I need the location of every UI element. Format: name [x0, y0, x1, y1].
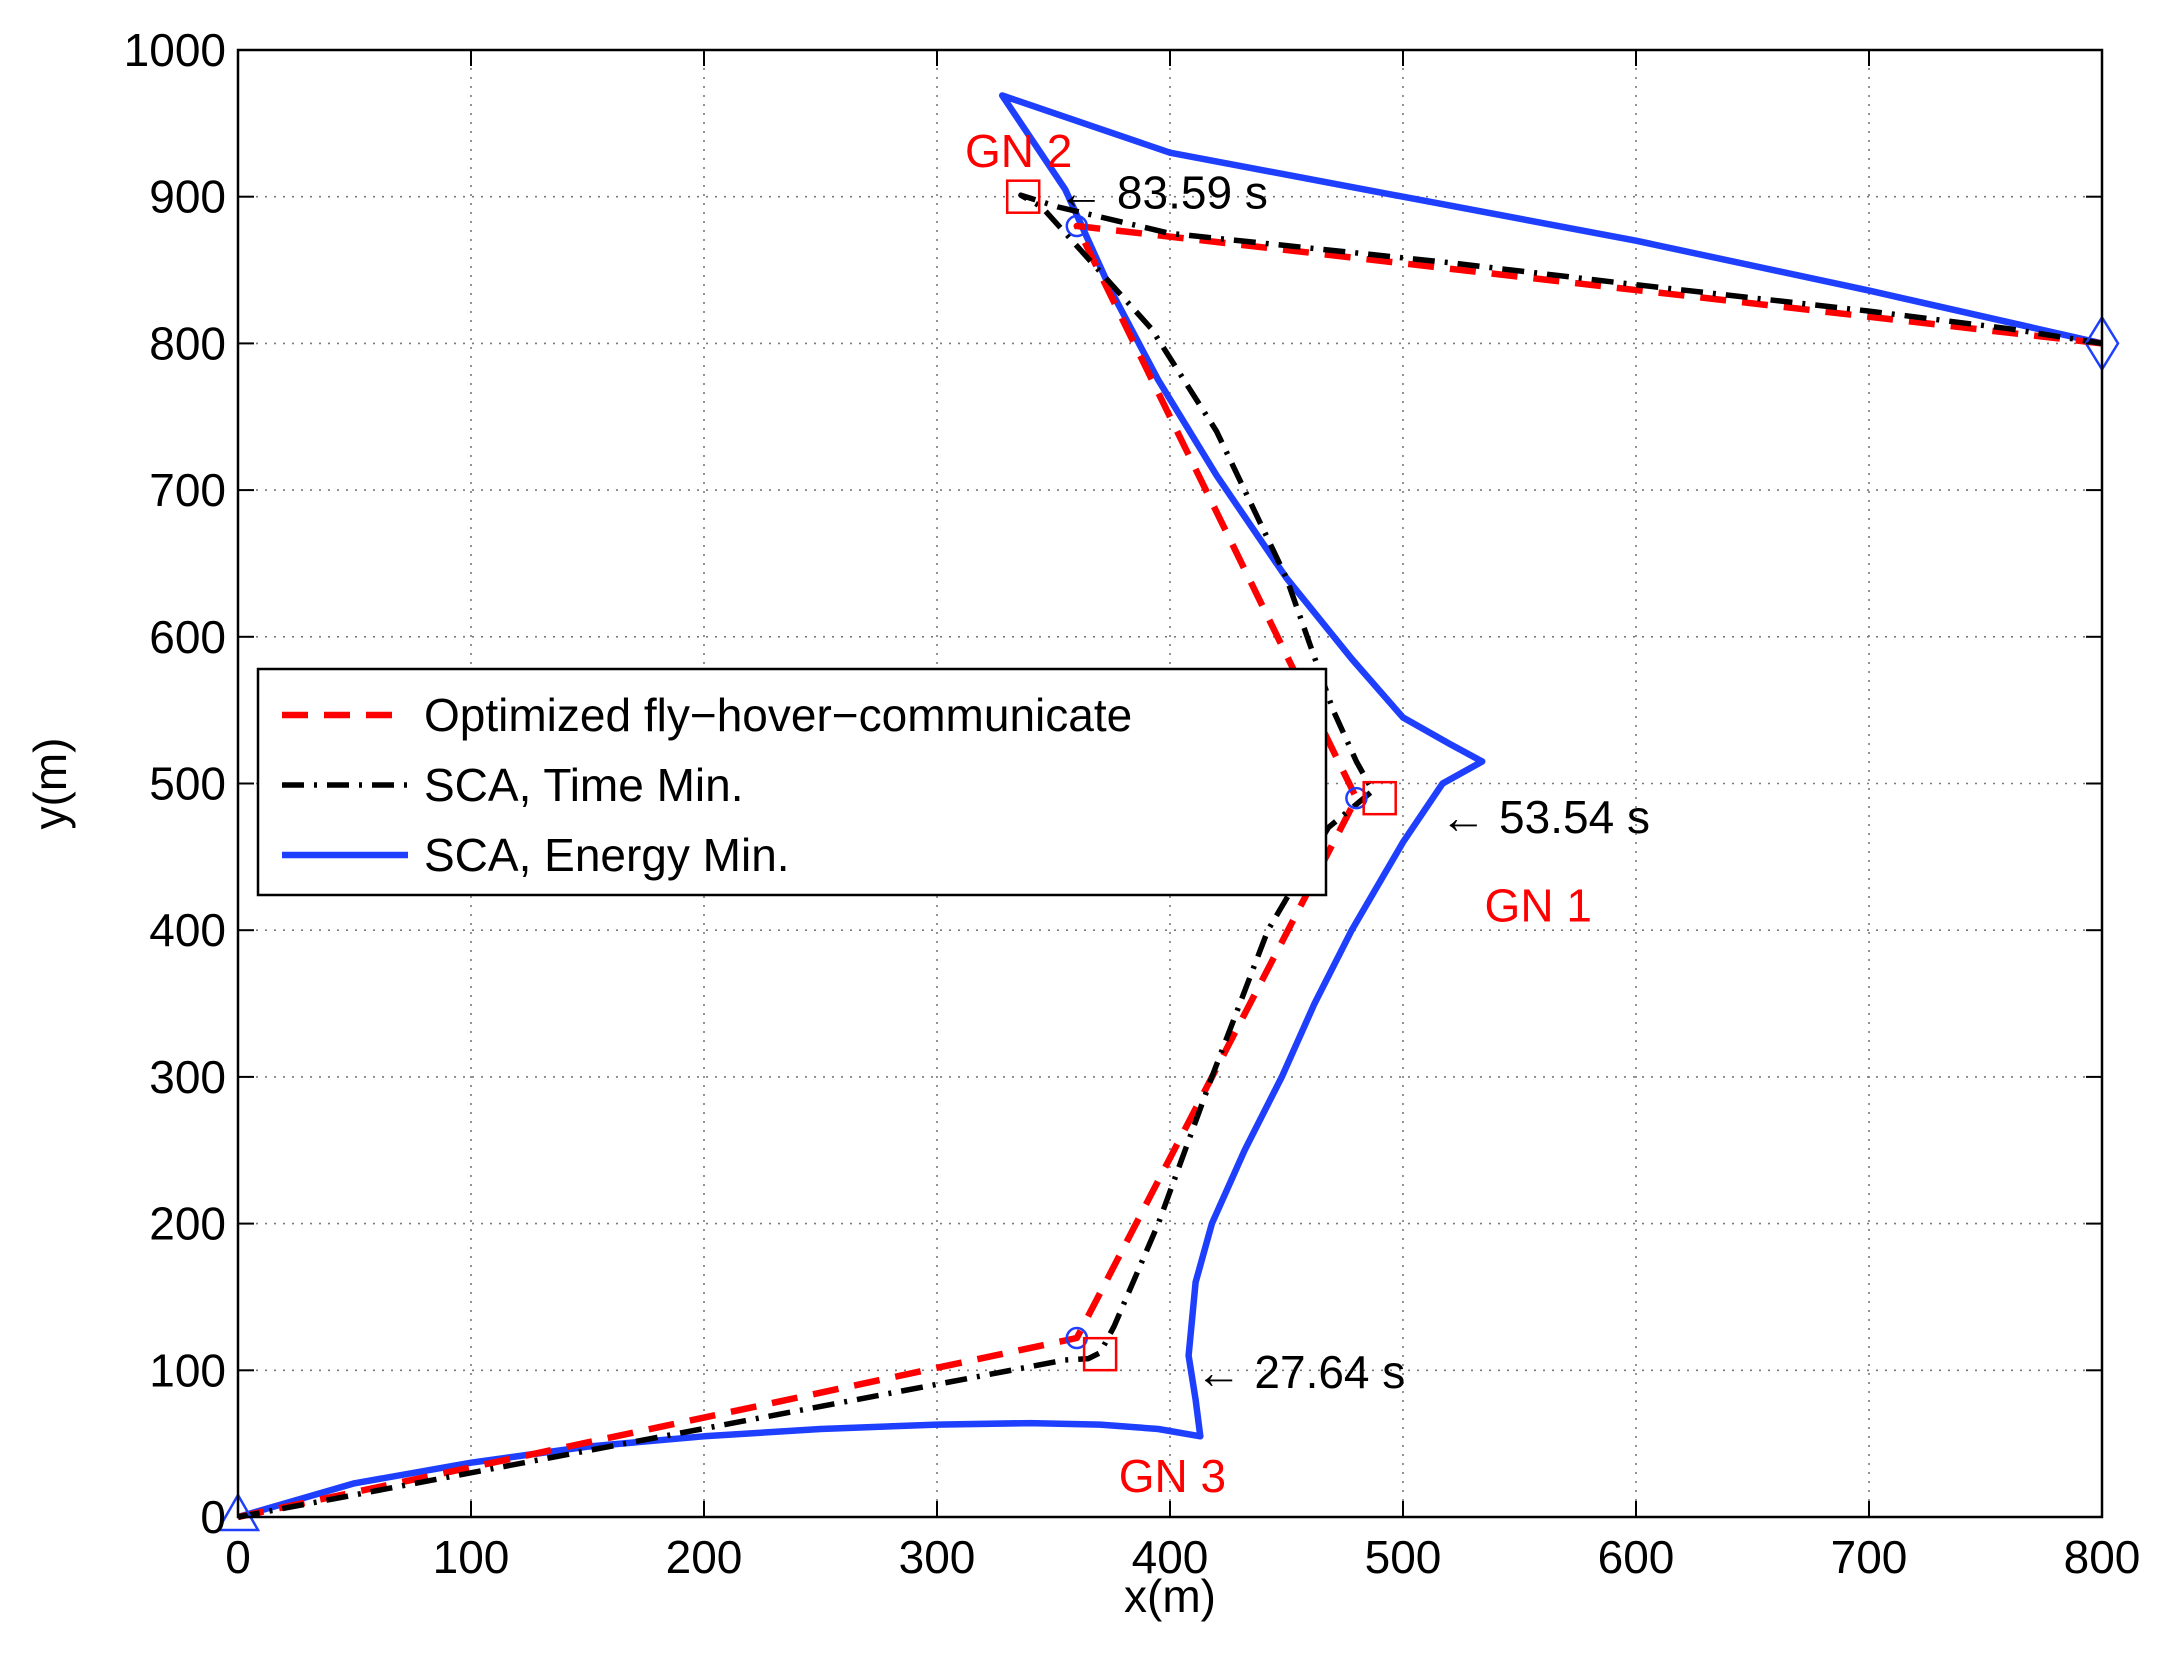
x-tick-label: 500 — [1365, 1531, 1442, 1583]
x-axis-label: x(m) — [1124, 1570, 1216, 1622]
x-tick-label: 600 — [1598, 1531, 1675, 1583]
y-tick-label: 200 — [149, 1198, 226, 1250]
ground-node-label: GN 3 — [1119, 1450, 1226, 1502]
x-tick-label: 700 — [1831, 1531, 1908, 1583]
time-annotation: ← 27.64 s — [1196, 1346, 1406, 1398]
x-tick-label: 400 — [1132, 1531, 1209, 1583]
hover-point-marker — [1345, 786, 1368, 810]
legend-label: SCA, Time Min. — [424, 759, 744, 811]
grid-layer — [238, 50, 2102, 1517]
hover-point-marker — [1065, 214, 1089, 238]
series-line-1 — [237, 192, 2103, 1520]
time-annotation: ← 53.54 s — [1440, 791, 1650, 843]
ground-node-marker — [1005, 179, 1041, 214]
ground-node-marker — [1082, 1336, 1118, 1372]
series-line-2 — [237, 92, 2103, 1521]
ground-node-label: GN 1 — [1485, 879, 1592, 931]
series-layer — [237, 92, 2103, 1521]
y-tick-label: 500 — [149, 758, 226, 810]
y-tick-label: 700 — [149, 464, 226, 516]
x-tick-label: 100 — [433, 1531, 510, 1583]
ground-node-label: GN 2 — [965, 125, 1072, 177]
legend-label: SCA, Energy Min. — [424, 829, 790, 881]
legend-box — [256, 667, 1328, 897]
time-annotation: ← 83.59 s — [1058, 166, 1268, 218]
y-tick-label: 300 — [149, 1051, 226, 1103]
y-tick-label: 100 — [149, 1344, 226, 1396]
y-tick-label: 1000 — [124, 24, 226, 76]
series-line-0 — [237, 222, 2103, 1521]
y-tick-label: 400 — [149, 904, 226, 956]
y-tick-label: 900 — [149, 171, 226, 223]
x-tick-label: 200 — [666, 1531, 743, 1583]
start-triangle-marker — [215, 1492, 261, 1532]
y-tick-label: 0 — [200, 1491, 226, 1543]
y-tick-label: 800 — [149, 317, 226, 369]
legend: Optimized fly−hover−communicate SCA, Time… — [256, 667, 1328, 897]
legend-label: Optimized fly−hover−communicate — [424, 689, 1132, 741]
y-axis-label: y(m) — [24, 738, 76, 830]
marker-layer — [215, 179, 2120, 1532]
x-tick-label: 300 — [899, 1531, 976, 1583]
y-tick-label: 600 — [149, 611, 226, 663]
tick-layer: 0 100 200 300 400 500 600 700 800 0 100 200 300 400 50… — [124, 24, 2141, 1583]
x-tick-label: 0 — [225, 1531, 251, 1583]
ground-node-marker — [1362, 780, 1397, 816]
x-tick-label: 800 — [2064, 1531, 2141, 1583]
annotation-layer: GN 1 GN 2 GN 3 ← 83.59 s ← 53.54 s ← 27.64 s — [965, 125, 1650, 1502]
